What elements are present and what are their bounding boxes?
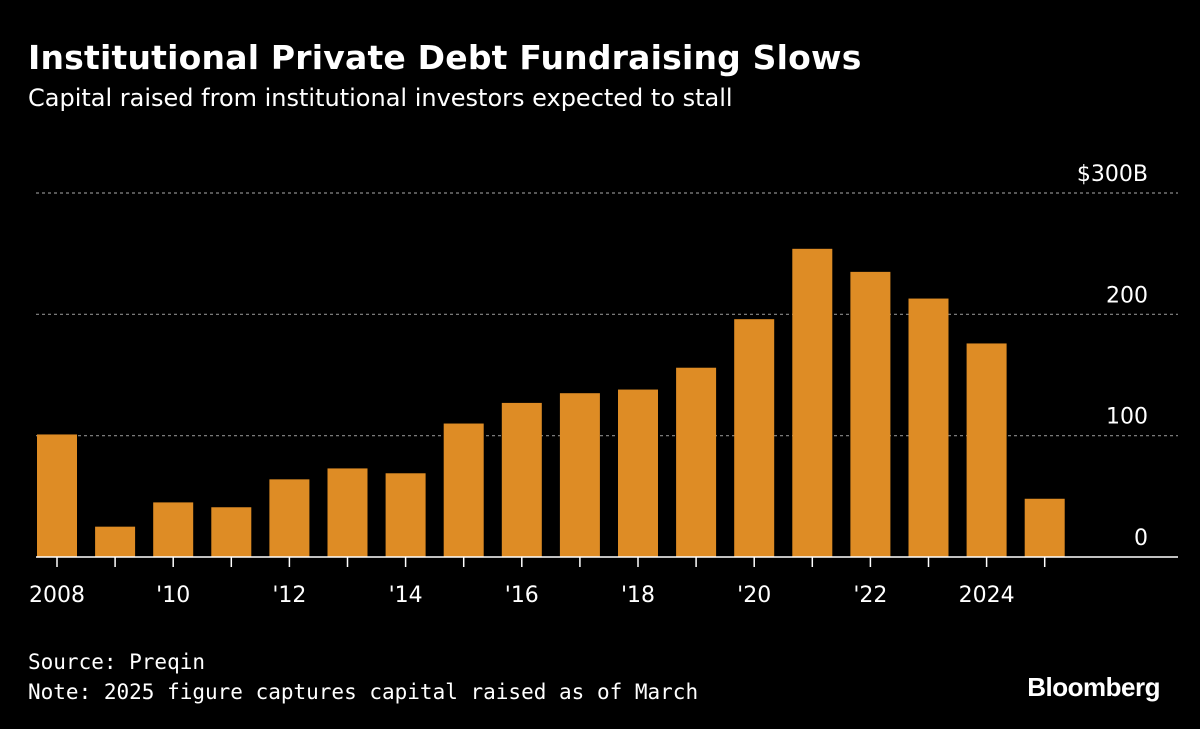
x-tick-label-2016: '16	[505, 583, 539, 608]
bar-2017	[559, 393, 600, 557]
bar-2012	[269, 479, 310, 557]
y-tick-label-100: 100	[1106, 405, 1148, 430]
bar-2023	[908, 298, 949, 557]
x-tick-label-2018: '18	[621, 583, 655, 608]
bar-2022	[850, 271, 891, 557]
x-tick-label-2024: 2024	[959, 583, 1015, 608]
bar-2014	[385, 473, 426, 557]
bar-2013	[327, 468, 368, 557]
bar-2021	[792, 248, 833, 557]
bar-2016	[501, 402, 542, 557]
bar-2008	[37, 434, 77, 557]
gridlines	[36, 192, 1178, 437]
x-tick-label-2020: '20	[737, 583, 771, 608]
bar-2018	[618, 389, 658, 557]
y-tick-label-200: 200	[1106, 283, 1148, 308]
bar-2010	[153, 502, 194, 557]
x-tick-label-2014: '14	[389, 583, 423, 608]
chart-subtitle: Capital raised from institutional invest…	[28, 84, 733, 112]
source-note: Source: Preqin	[28, 650, 206, 674]
bar-chart: 2008 '10 '12 '14 '16 '18 '20 '22 2024 0 100 200 $30…	[29, 162, 1178, 608]
x-tick-label-2010: '10	[156, 583, 190, 608]
bar-2019	[676, 367, 717, 557]
bar-2020	[734, 319, 775, 557]
bloomberg-logo: Bloomberg	[1027, 672, 1160, 702]
bar-2011	[211, 507, 252, 557]
bar-2009	[95, 526, 136, 557]
y-axis-labels: 0 100 200 $300B	[1077, 162, 1148, 551]
x-axis-ticks: 2008 '10 '12 '14 '16 '18 '20 '22 2024	[29, 557, 1046, 608]
y-tick-label-300: $300B	[1077, 162, 1148, 187]
bar-2025	[1024, 498, 1065, 557]
bar-2015	[443, 423, 484, 557]
bar-2024	[966, 343, 1007, 557]
footnote: Note: 2025 figure captures capital raise…	[28, 680, 699, 704]
x-tick-label-2022: '22	[853, 583, 887, 608]
chart-title: Institutional Private Debt Fundraising S…	[28, 38, 862, 77]
x-tick-label-2012: '12	[272, 583, 306, 608]
y-tick-label-0: 0	[1134, 526, 1148, 551]
bars	[37, 248, 1065, 557]
x-tick-label-2008: 2008	[29, 583, 85, 608]
